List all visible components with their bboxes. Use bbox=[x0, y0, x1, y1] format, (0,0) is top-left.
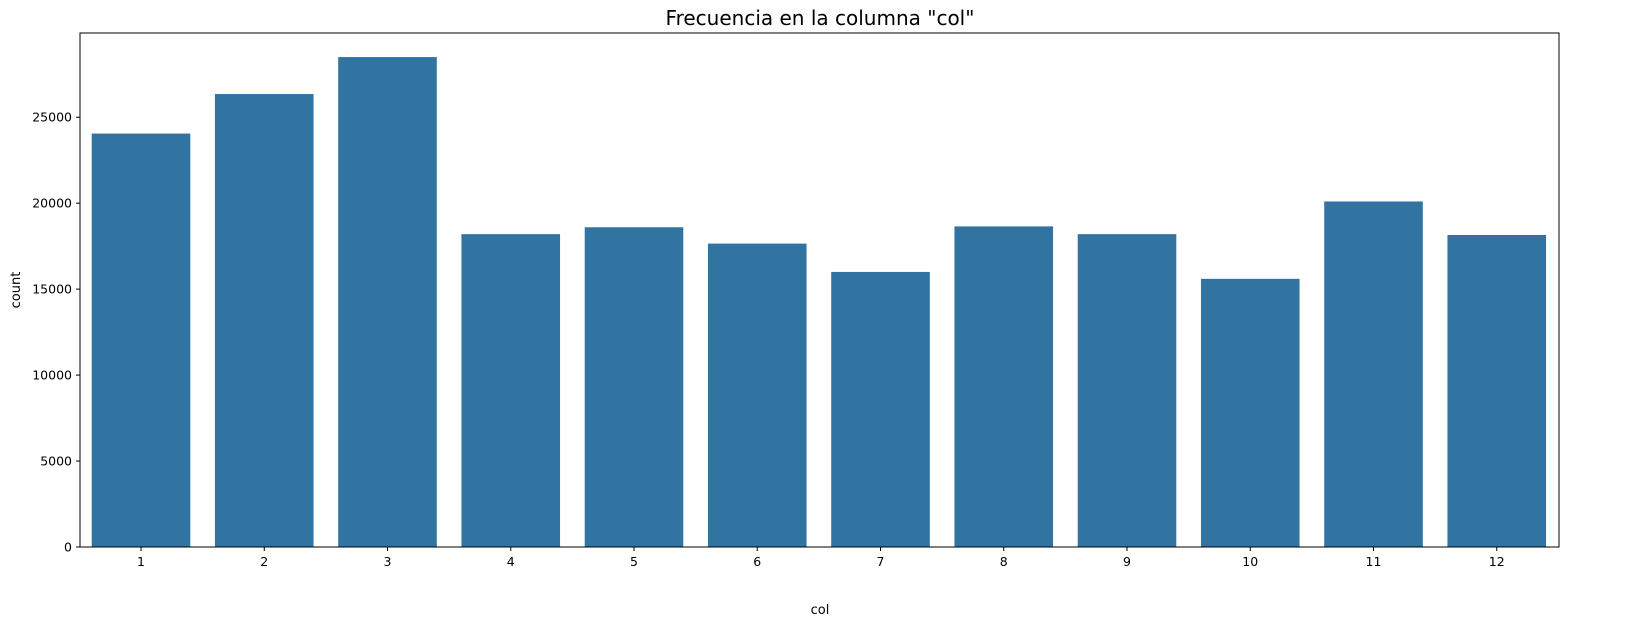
bars-layer bbox=[91, 57, 1547, 548]
bar-1 bbox=[91, 133, 191, 547]
y-tick-label: 25000 bbox=[32, 110, 72, 125]
x-tick-label: 1 bbox=[137, 554, 145, 569]
x-tick-label: 8 bbox=[1000, 554, 1008, 569]
x-tick-label: 3 bbox=[384, 554, 392, 569]
bar-6 bbox=[707, 243, 807, 547]
x-tick-label: 9 bbox=[1123, 554, 1131, 569]
y-tick-label: 0 bbox=[64, 540, 72, 555]
bar-9 bbox=[1077, 234, 1177, 547]
bar-12 bbox=[1447, 234, 1547, 548]
bar-11 bbox=[1324, 201, 1423, 547]
x-axis-label: col bbox=[811, 603, 830, 618]
x-tick-label: 10 bbox=[1242, 554, 1258, 569]
y-tick-label: 15000 bbox=[32, 282, 72, 297]
bar-5 bbox=[584, 227, 684, 547]
x-tick-label: 7 bbox=[877, 554, 885, 569]
y-tick-label: 20000 bbox=[32, 196, 72, 211]
bar-10 bbox=[1200, 278, 1300, 547]
x-tick-label: 2 bbox=[260, 554, 268, 569]
y-tick-label: 10000 bbox=[32, 368, 72, 383]
x-tick-label: 4 bbox=[507, 554, 515, 569]
y-axis-label: count bbox=[9, 272, 24, 309]
x-tick-label: 6 bbox=[753, 554, 761, 569]
x-tick-label: 12 bbox=[1489, 554, 1505, 569]
chart-title: Frecuencia en la columna "col" bbox=[666, 6, 975, 30]
bar-3 bbox=[338, 57, 437, 547]
bar-7 bbox=[831, 271, 930, 547]
bar-8 bbox=[954, 226, 1054, 547]
y-tick-label: 5000 bbox=[40, 454, 72, 469]
bar-2 bbox=[214, 94, 314, 547]
x-tick-label: 11 bbox=[1366, 554, 1382, 569]
plot-frame bbox=[79, 32, 1560, 548]
x-tick-label: 5 bbox=[630, 554, 638, 569]
bar-4 bbox=[461, 234, 561, 547]
